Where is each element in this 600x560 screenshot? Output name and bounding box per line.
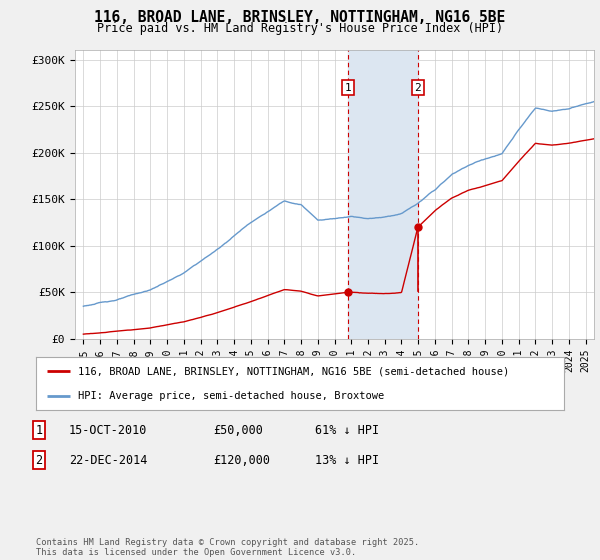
Text: 116, BROAD LANE, BRINSLEY, NOTTINGHAM, NG16 5BE: 116, BROAD LANE, BRINSLEY, NOTTINGHAM, N… (94, 10, 506, 25)
Text: 2: 2 (35, 454, 43, 467)
Text: Contains HM Land Registry data © Crown copyright and database right 2025.
This d: Contains HM Land Registry data © Crown c… (36, 538, 419, 557)
Text: 2: 2 (415, 83, 421, 92)
Text: 15-OCT-2010: 15-OCT-2010 (69, 423, 148, 437)
Text: 1: 1 (35, 423, 43, 437)
Text: 61% ↓ HPI: 61% ↓ HPI (315, 423, 379, 437)
Text: HPI: Average price, semi-detached house, Broxtowe: HPI: Average price, semi-detached house,… (78, 390, 385, 400)
Text: £120,000: £120,000 (213, 454, 270, 467)
Text: 13% ↓ HPI: 13% ↓ HPI (315, 454, 379, 467)
Text: 22-DEC-2014: 22-DEC-2014 (69, 454, 148, 467)
Text: £50,000: £50,000 (213, 423, 263, 437)
Bar (348, 50, 418, 339)
Text: Price paid vs. HM Land Registry's House Price Index (HPI): Price paid vs. HM Land Registry's House … (97, 22, 503, 35)
Text: 1: 1 (344, 83, 351, 92)
Text: 116, BROAD LANE, BRINSLEY, NOTTINGHAM, NG16 5BE (semi-detached house): 116, BROAD LANE, BRINSLEY, NOTTINGHAM, N… (78, 366, 509, 376)
